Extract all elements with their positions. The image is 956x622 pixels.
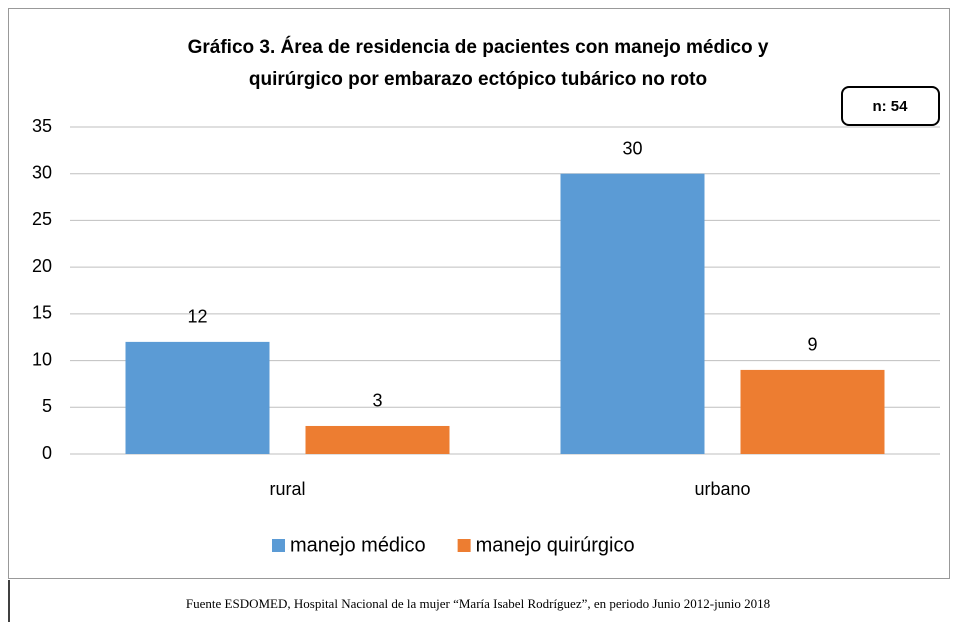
legend-label: manejo médico [290, 534, 426, 556]
legend-swatch [457, 539, 471, 552]
bar [560, 173, 705, 454]
value-label: 12 [187, 307, 207, 327]
y-tick-label: 25 [32, 209, 52, 229]
source: Fuente ESDOMED, Hospital Nacional de la … [186, 596, 770, 611]
value-label: 9 [807, 335, 817, 355]
legend-label: manejo quirúrgico [476, 534, 635, 556]
chart-border [8, 8, 950, 579]
y-tick-label: 10 [32, 349, 52, 369]
chart-title: Gráfico 3. Área de residencia de pacient… [188, 36, 769, 58]
value-label: 30 [622, 138, 642, 158]
y-tick-label: 15 [32, 303, 52, 323]
value-label: 3 [372, 391, 382, 411]
x-tick-label: urbano [694, 479, 750, 499]
y-tick-label: 30 [32, 162, 52, 182]
y-tick-label: 5 [42, 396, 52, 416]
bar [125, 341, 270, 454]
legend-swatch [272, 539, 285, 552]
x-tick-label: rural [269, 479, 305, 499]
bar [305, 425, 450, 454]
chart-title: quirúrgico por embarazo ectópico tubáric… [249, 69, 707, 90]
bar [740, 369, 885, 454]
annotation-box [841, 86, 940, 126]
annotation: n: 54 [872, 98, 908, 115]
y-tick-label: 20 [32, 256, 52, 276]
y-tick-label: 0 [42, 443, 52, 463]
y-tick-label: 35 [32, 116, 52, 136]
